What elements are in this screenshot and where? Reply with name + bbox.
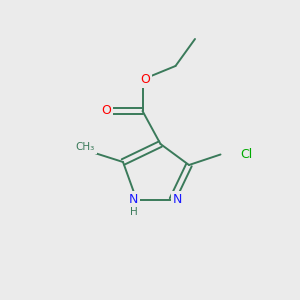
Text: N: N [129,193,138,206]
Text: Cl: Cl [240,148,252,161]
Text: O: O [141,73,150,86]
Text: CH₃: CH₃ [76,142,95,152]
Text: N: N [172,193,182,206]
Text: O: O [102,104,111,118]
Text: H: H [130,207,137,217]
